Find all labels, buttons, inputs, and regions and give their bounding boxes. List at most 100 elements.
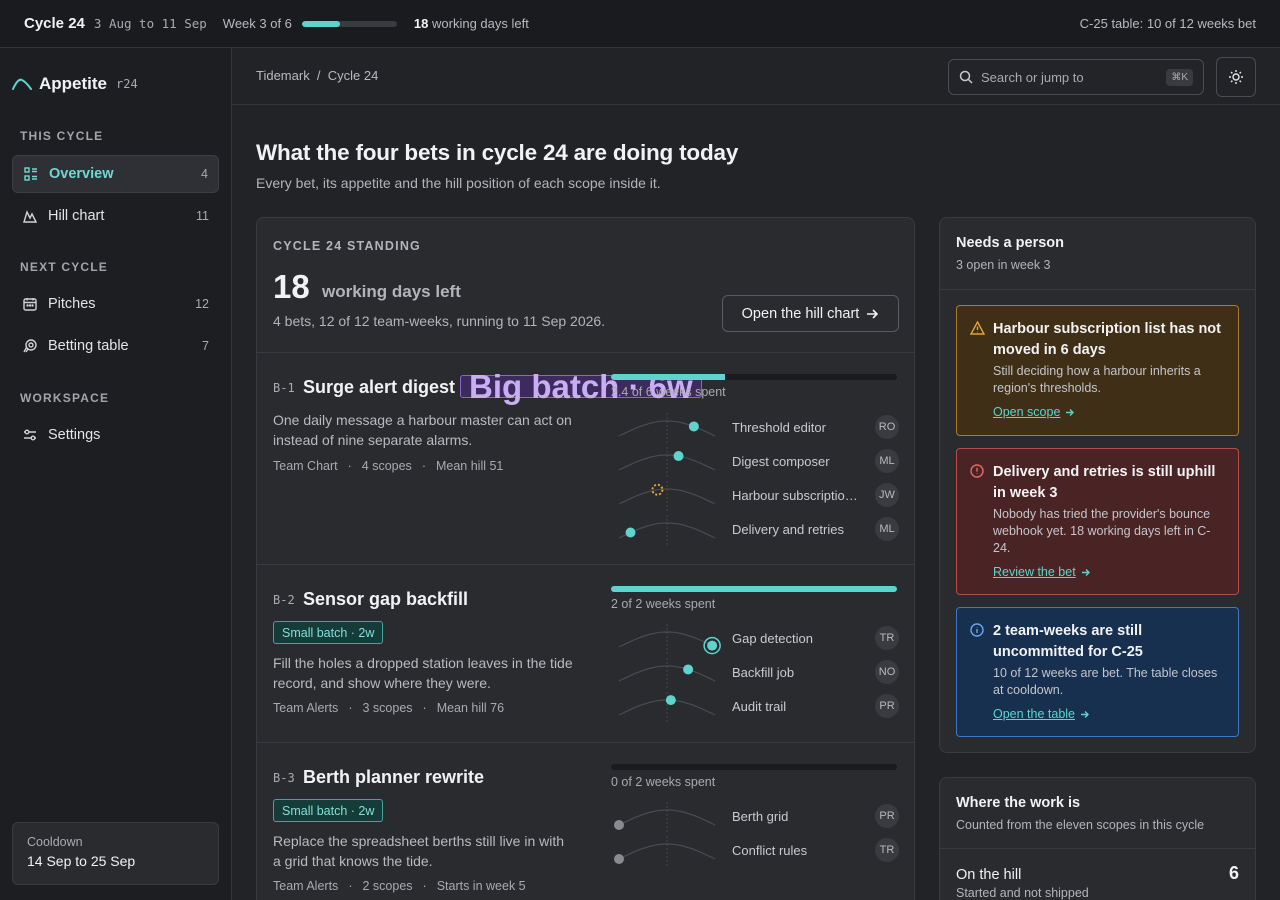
open-hill-chart-button[interactable]: Open the hill chart <box>722 295 899 332</box>
cycle-name: Cycle 24 <box>24 15 85 32</box>
scope-dot <box>665 695 676 706</box>
scope-row[interactable]: Threshold editor RO <box>611 411 899 445</box>
arrow-right-icon <box>867 308 879 319</box>
page-title: What the four bets in cycle 24 are doing… <box>256 140 739 165</box>
scope-owner-avatar[interactable]: PR <box>875 804 899 828</box>
overview-icon <box>23 166 39 182</box>
alert-description: 10 of 12 weeks are bet. The table closes… <box>993 666 1218 697</box>
sliders-icon <box>22 427 38 443</box>
scope-dot-stuck <box>651 483 664 496</box>
theme-toggle-button[interactable] <box>1216 57 1256 97</box>
cooldown-dates: 14 Sep to 25 Sep <box>27 853 136 869</box>
hill-mini-chart <box>618 413 716 443</box>
search-placeholder: Search or jump to <box>981 69 1084 85</box>
days-left: 18 working days left <box>413 16 529 31</box>
top-bar: Cycle 24 3 Aug to 11 Sep Week 3 of 6 18 … <box>0 0 1280 48</box>
scope-owner-avatar[interactable]: ML <box>875 517 899 541</box>
scope-owner-avatar[interactable]: RO <box>875 415 899 439</box>
work-title: Where the work is <box>956 795 1081 811</box>
alert-uncommitted-weeks: 2 team-weeks are still uncommitted for C… <box>956 607 1239 737</box>
stat-value: 6 <box>1228 863 1239 883</box>
scope-dot <box>688 421 699 432</box>
page-subtitle: Every bet, its appetite and the hill pos… <box>256 175 661 191</box>
bet-card[interactable]: B-3 Berth planner rewrite Small batch · … <box>257 742 914 900</box>
bet-card[interactable]: B-1 Surge alert digest Big batch · 6w On… <box>257 352 914 564</box>
divider <box>940 848 1255 849</box>
hill-chart-icon <box>22 208 38 224</box>
scope-name: Gap detection <box>732 631 813 646</box>
scope-dot <box>673 451 684 462</box>
work-subtitle: Counted from the eleven scopes in this c… <box>956 818 1205 832</box>
needs-title: Needs a person <box>956 235 1064 251</box>
sidebar-item-betting-table[interactable]: Betting table 7 <box>12 327 219 365</box>
bet-code: B-1 <box>273 381 295 395</box>
bet-title: Surge alert digest <box>303 377 456 397</box>
scope-dot <box>625 527 636 538</box>
hill-mini-chart <box>618 624 721 655</box>
brand[interactable]: Appetite r24 <box>12 74 138 94</box>
section-workspace: WORKSPACE <box>20 391 110 405</box>
standing-days-number: 18 <box>273 268 310 305</box>
review-bet-link[interactable]: Review the bet <box>993 565 1091 579</box>
scope-owner-avatar[interactable]: ML <box>875 449 899 473</box>
open-scope-link[interactable]: Open scope <box>993 405 1075 419</box>
hill-mini-chart <box>618 692 716 722</box>
alert-title: 2 team-weeks are still uncommitted for C… <box>993 623 1143 660</box>
scope-name: Delivery and retries <box>732 522 844 537</box>
scope-owner-avatar[interactable]: JW <box>875 483 899 507</box>
cooldown-label: Cooldown <box>27 835 83 849</box>
standing-meta: 4 bets, 12 of 12 team-weeks, running to … <box>273 313 606 329</box>
cooldown-card: Cooldown 14 Sep to 25 Sep <box>12 822 219 885</box>
scope-row[interactable]: Digest composer ML <box>611 445 899 479</box>
scope-owner-avatar[interactable]: TR <box>875 838 899 862</box>
next-cycle-status[interactable]: C-25 table: 10 of 12 weeks bet <box>1079 16 1256 31</box>
sidebar-item-overview[interactable]: Overview 4 <box>12 155 219 193</box>
open-table-link[interactable]: Open the table <box>993 707 1090 721</box>
scope-owner-avatar[interactable]: NO <box>875 660 899 684</box>
scope-owner-avatar[interactable]: PR <box>875 694 899 718</box>
weeks-spent-bar <box>611 374 897 380</box>
scope-name: Audit trail <box>732 699 787 714</box>
arrow-right-icon <box>1066 408 1075 416</box>
weeks-spent-bar <box>611 764 897 770</box>
weeks-spent-bar <box>611 586 897 592</box>
arrow-right-icon <box>1081 710 1090 718</box>
scope-row[interactable]: Delivery and retries ML <box>611 513 899 547</box>
sidebar-item-settings[interactable]: Settings <box>12 416 219 454</box>
scope-row[interactable]: Berth grid PR <box>611 800 899 834</box>
appetite-logo-icon <box>12 78 32 90</box>
brand-name: Appetite <box>39 74 107 93</box>
search-input[interactable]: Search or jump to ⌘K <box>948 59 1204 95</box>
bet-title: Berth planner rewrite <box>303 767 485 787</box>
needs-a-person-panel: Needs a person 3 open in week 3 Harbour … <box>939 217 1256 753</box>
bet-title: Sensor gap backfill <box>303 589 469 609</box>
alert-circle-icon <box>970 464 984 478</box>
scope-dot-done-ring <box>703 636 721 655</box>
scope-owner-avatar[interactable]: TR <box>875 626 899 650</box>
alert-stalled-scope: Harbour subscription list has not moved … <box>956 305 1239 436</box>
scope-name: Berth grid <box>732 809 789 824</box>
alert-uphill-scope: Delivery and retries is still uphill in … <box>956 448 1239 595</box>
stat-label: On the hill <box>956 867 1022 883</box>
stat-sublabel: Started and not shipped <box>956 886 1089 900</box>
hill-mini-chart <box>614 802 716 832</box>
scope-row[interactable]: Audit trail PR <box>611 690 899 724</box>
breadcrumb[interactable]: Tidemark / Cycle 24 <box>256 68 379 83</box>
scope-dot <box>614 854 624 864</box>
sidebar-item-pitches[interactable]: Pitches 12 <box>12 285 219 323</box>
scope-name: Conflict rules <box>732 843 808 858</box>
bet-card[interactable]: B-2 Sensor gap backfill Small batch · 2w… <box>257 564 914 742</box>
scope-row[interactable]: Harbour subscription list JW <box>611 479 899 513</box>
scope-row[interactable]: Backfill job NO <box>611 656 899 690</box>
week-indicator: Week 3 of 6 <box>222 16 292 31</box>
hill-mini-chart <box>614 836 716 866</box>
scope-dot <box>614 820 624 830</box>
sidebar-item-hill-chart[interactable]: Hill chart 11 <box>12 197 219 235</box>
scope-row[interactable]: Conflict rules TR <box>611 834 899 868</box>
divider <box>940 289 1255 290</box>
arrow-right-icon <box>1081 568 1090 576</box>
section-this-cycle: THIS CYCLE <box>20 129 104 143</box>
scope-row[interactable]: Gap detection TR <box>611 622 899 656</box>
scope-name: Backfill job <box>732 665 795 680</box>
week-progress-bar <box>301 20 397 27</box>
